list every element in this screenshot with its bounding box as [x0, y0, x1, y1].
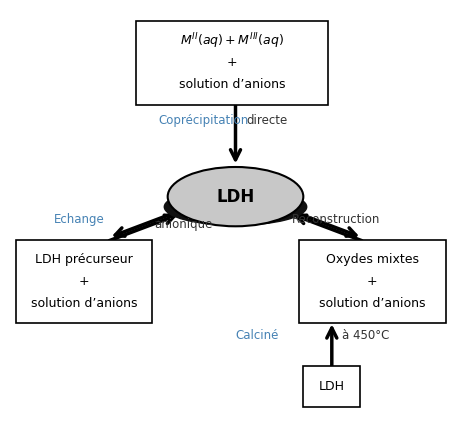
Text: +: + — [367, 275, 378, 288]
Ellipse shape — [168, 167, 303, 226]
Text: Echange: Echange — [54, 213, 105, 226]
Text: Calciné: Calciné — [235, 329, 278, 342]
Text: +: + — [79, 275, 89, 288]
Text: LDH: LDH — [216, 187, 255, 206]
Text: $M^{II}(aq) + M^{III}(aq)$: $M^{II}(aq) + M^{III}(aq)$ — [180, 32, 284, 51]
Text: +: + — [227, 56, 237, 69]
FancyBboxPatch shape — [299, 239, 446, 323]
Text: à 450°C: à 450°C — [342, 329, 389, 342]
Text: solution d’anions: solution d’anions — [319, 296, 425, 310]
Text: LDH: LDH — [318, 380, 345, 393]
Text: Reconstruction: Reconstruction — [292, 213, 381, 226]
FancyBboxPatch shape — [136, 21, 328, 105]
Text: directe: directe — [247, 115, 288, 127]
Text: Oxydes mixtes: Oxydes mixtes — [326, 253, 419, 267]
Text: LDH précurseur: LDH précurseur — [35, 253, 133, 267]
FancyBboxPatch shape — [16, 239, 152, 323]
FancyBboxPatch shape — [303, 366, 360, 407]
Text: solution d’anions: solution d’anions — [31, 296, 137, 310]
Text: solution d’anions: solution d’anions — [179, 78, 285, 91]
Text: Coprécipitation: Coprécipitation — [159, 115, 249, 127]
Text: anionique: anionique — [154, 218, 212, 231]
Ellipse shape — [164, 188, 307, 225]
